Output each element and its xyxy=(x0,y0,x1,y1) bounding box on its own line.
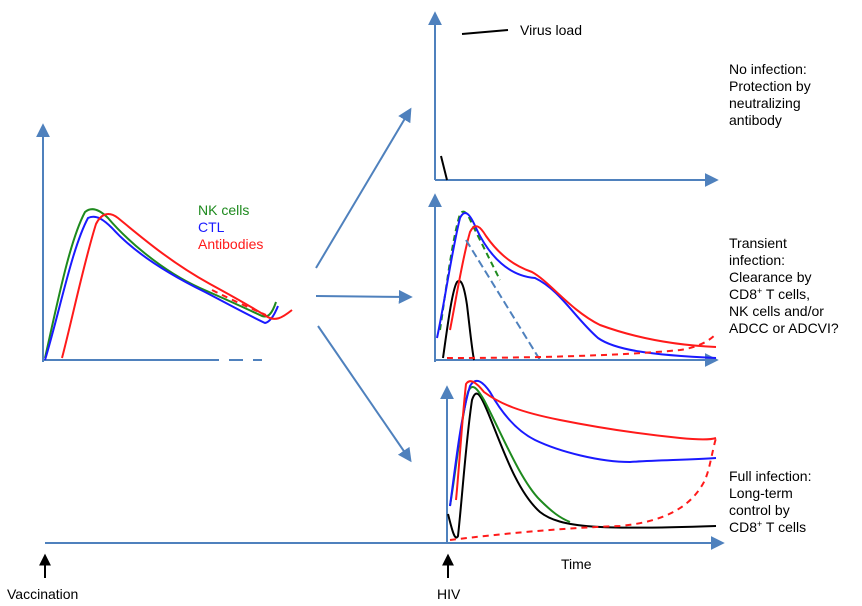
transient-line-2: infection: xyxy=(729,252,786,268)
vaccination-label: Vaccination xyxy=(7,586,79,602)
no-infection-virus-curve xyxy=(440,155,448,181)
no-infection-line-2: Protection by xyxy=(729,78,811,94)
full-line-1: Full infection: xyxy=(729,468,812,484)
transient-line-6: ADCC or ADCVI? xyxy=(729,320,839,336)
vaccination-curve-antibodies xyxy=(61,213,293,359)
full-line-3: control by xyxy=(729,502,790,518)
legend-ctl: CTL xyxy=(198,219,225,235)
transient-ctl-curve xyxy=(436,212,717,359)
no-infection-line-1: No infection: xyxy=(729,61,807,77)
virus-load-legend-line xyxy=(461,29,509,35)
legend-nk-cells: NK cells xyxy=(198,202,250,218)
full-antibodies-curve xyxy=(455,380,717,501)
transient-virus-rebound-dashed xyxy=(446,333,717,359)
vaccination-panel xyxy=(36,123,293,362)
legend-antibodies: Antibodies xyxy=(198,236,264,252)
no-infection-description: No infection: Protection by neutralizing… xyxy=(729,61,811,129)
full-virus-curve xyxy=(447,392,717,539)
transient-line-3: Clearance by xyxy=(729,269,812,285)
full-line-2: Long-term xyxy=(729,485,793,501)
vaccination-curve-ctl xyxy=(44,215,279,361)
transient-clearance-dashed xyxy=(465,239,541,361)
event-markers xyxy=(39,553,454,578)
no-infection-panel xyxy=(428,11,719,187)
arrow-to-full xyxy=(317,325,412,463)
no-infection-line-4: antibody xyxy=(729,112,782,128)
virus-load-label: Virus load xyxy=(520,22,583,38)
vaccination-curve-nk xyxy=(44,208,277,359)
outcome-arrows xyxy=(315,107,413,463)
transient-line-4: CD8+ T cells, xyxy=(729,286,811,302)
arrow-to-transient xyxy=(315,289,413,304)
transient-panel xyxy=(428,193,719,367)
transient-antibodies-curve xyxy=(449,225,717,348)
full-infection-description: Full infection: Long-term control by CD8… xyxy=(729,468,811,536)
transient-line-5: NK cells and/or xyxy=(729,303,824,319)
full-ctl-curve xyxy=(449,379,717,507)
no-infection-line-3: neutralizing xyxy=(729,95,801,111)
hiv-label: HIV xyxy=(437,586,461,602)
arrow-to-no-infection xyxy=(315,107,412,269)
full-line-4: CD8+ T cells xyxy=(729,519,807,535)
transient-virus-curve xyxy=(442,280,475,361)
full-infection-panel xyxy=(440,379,717,543)
time-label: Time xyxy=(561,556,592,572)
transient-description: Transient infection: Clearance by CD8+ T… xyxy=(729,235,839,337)
transient-line-1: Transient xyxy=(729,235,787,251)
vaccination-curve-extension-dashed xyxy=(211,289,267,316)
